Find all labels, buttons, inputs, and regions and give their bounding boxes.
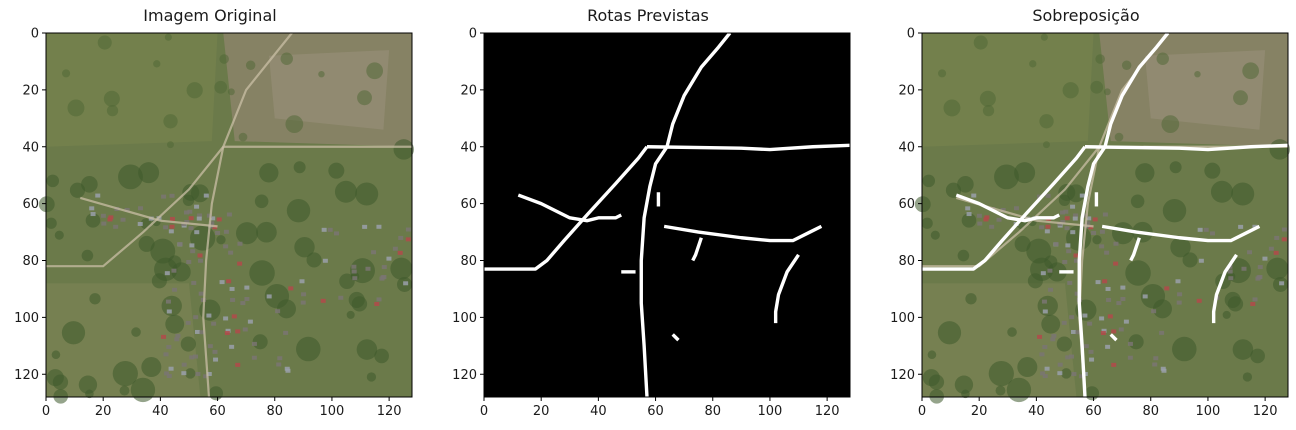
overlay-roads bbox=[922, 31, 1289, 398]
panel-title: Sobreposição bbox=[1032, 6, 1140, 25]
x-tick-label: 0 bbox=[480, 404, 488, 419]
y-tick-label: 40 bbox=[460, 140, 477, 155]
y-tick-label: 80 bbox=[22, 254, 39, 269]
x-tick-label: 0 bbox=[42, 404, 50, 419]
y-tick-label: 60 bbox=[460, 197, 477, 212]
y-tick-label: 20 bbox=[22, 83, 39, 98]
x-tick-label: 60 bbox=[647, 404, 664, 419]
x-tick-label: 0 bbox=[918, 404, 926, 419]
panel-title: Rotas Previstas bbox=[587, 6, 709, 25]
y-tick-label: 40 bbox=[22, 140, 39, 155]
road-segment bbox=[484, 145, 649, 271]
panel-title: Imagem Original bbox=[143, 6, 277, 25]
y-tick-label: 100 bbox=[14, 311, 39, 326]
road-segment bbox=[1077, 31, 1170, 398]
road-segment bbox=[922, 145, 1087, 271]
road-segment bbox=[663, 224, 823, 243]
x-tick-label: 80 bbox=[704, 404, 721, 419]
road-segment bbox=[646, 143, 851, 152]
aerial-image bbox=[38, 32, 414, 404]
y-tick-label: 60 bbox=[22, 197, 39, 212]
x-tick-label: 100 bbox=[1196, 404, 1221, 419]
axes-frame bbox=[45, 32, 413, 398]
x-tick-label: 20 bbox=[971, 404, 988, 419]
y-tick-label: 0 bbox=[907, 27, 915, 42]
y-tick-label: 20 bbox=[898, 83, 915, 98]
road-segment bbox=[955, 193, 1061, 223]
x-tick-label: 120 bbox=[377, 404, 402, 419]
x-tick-label: 40 bbox=[1028, 404, 1045, 419]
x-tick-label: 20 bbox=[95, 404, 112, 419]
overlay-axes: 0 20 40 60 80 100 120 0 20 40 60 80 100 120 bbox=[890, 27, 1290, 419]
road-segment bbox=[1084, 143, 1289, 152]
road-segment bbox=[773, 253, 800, 324]
x-tick-label: 120 bbox=[1253, 404, 1278, 419]
y-tick-label: 120 bbox=[14, 368, 39, 383]
road-segment bbox=[1109, 333, 1118, 342]
x-tick-label: 20 bbox=[533, 404, 550, 419]
road-segment bbox=[1129, 237, 1141, 262]
x-tick-label: 80 bbox=[266, 404, 283, 419]
axes-frame bbox=[921, 32, 1289, 398]
panel-overlay: Sobreposição 0 20 40 60 80 100 120 0 20 40 60 80 100… bbox=[876, 0, 1296, 430]
y-tick-label: 0 bbox=[31, 27, 39, 42]
x-tick-label: 40 bbox=[152, 404, 169, 419]
y-tick-label: 20 bbox=[460, 83, 477, 98]
x-tick-label: 100 bbox=[320, 404, 345, 419]
y-tick-label: 60 bbox=[898, 197, 915, 212]
y-tick-label: 80 bbox=[898, 254, 915, 269]
y-tick-label: 120 bbox=[890, 368, 915, 383]
panel-original: Imagem Original 0 20 40 60 80 100 120 0 20 40 60 80… bbox=[0, 0, 420, 430]
y-tick-label: 80 bbox=[460, 254, 477, 269]
predicted-routes-axes: 0 20 40 60 80 100 120 0 20 40 60 80 100 120 bbox=[452, 27, 851, 419]
road-segment bbox=[1211, 253, 1238, 324]
aerial-image bbox=[914, 32, 1290, 404]
road-segment bbox=[1101, 224, 1261, 243]
x-tick-label: 80 bbox=[1142, 404, 1159, 419]
x-tick-label: 120 bbox=[815, 404, 840, 419]
road-segment bbox=[671, 333, 680, 342]
x-tick-label: 40 bbox=[590, 404, 607, 419]
axes-frame bbox=[483, 32, 851, 398]
panel-predicted-routes: Rotas Previstas 0 20 40 60 80 100 120 0 20 40 60 80… bbox=[438, 0, 858, 430]
road-segment bbox=[517, 193, 623, 223]
y-tick-label: 40 bbox=[898, 140, 915, 155]
y-tick-label: 0 bbox=[469, 27, 477, 42]
road-segment bbox=[691, 237, 703, 262]
road-segment bbox=[639, 31, 732, 398]
original-image-axes: 0 20 40 60 80 100 120 0 20 40 60 80 100 120 bbox=[14, 27, 414, 419]
predicted-roads bbox=[484, 31, 851, 398]
y-tick-label: 100 bbox=[890, 311, 915, 326]
x-tick-label: 60 bbox=[209, 404, 226, 419]
y-tick-label: 120 bbox=[452, 368, 477, 383]
x-tick-label: 60 bbox=[1085, 404, 1102, 419]
x-tick-label: 100 bbox=[758, 404, 783, 419]
y-tick-label: 100 bbox=[452, 311, 477, 326]
mask-background bbox=[484, 33, 850, 397]
